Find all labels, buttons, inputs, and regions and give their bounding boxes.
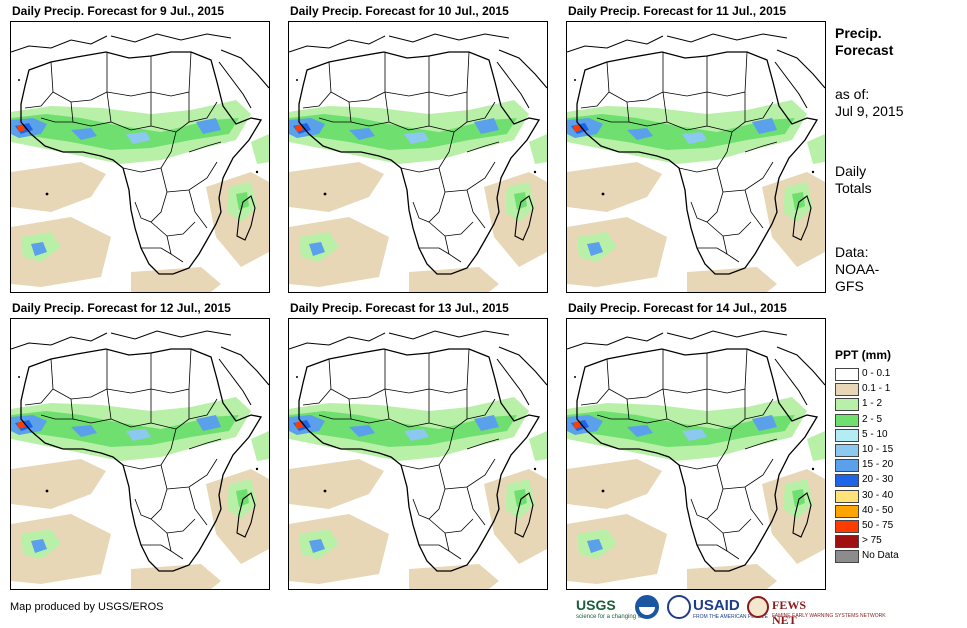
- legend-swatch: [835, 474, 859, 488]
- heading-line-2: Forecast: [835, 42, 894, 58]
- noaa-logo-icon: [635, 595, 659, 619]
- legend-item: 10 - 15: [835, 443, 955, 457]
- legend-item: 2 - 5: [835, 413, 955, 427]
- precip-map: [288, 318, 548, 590]
- panel-title: Daily Precip. Forecast for 9 Jul., 2015: [12, 4, 225, 18]
- legend-label: 15 - 20: [862, 459, 894, 471]
- legend-item: 0 - 0.1: [835, 367, 955, 381]
- legend-title: PPT (mm): [835, 348, 892, 362]
- legend-swatch: [835, 520, 859, 533]
- totals-line-1: Daily: [835, 163, 867, 179]
- legend-swatch: [835, 398, 859, 412]
- legend-label: No Data: [862, 550, 899, 562]
- legend-item: 30 - 40: [835, 489, 955, 503]
- legend-item: > 75: [835, 534, 955, 549]
- legend-label: 0.1 - 1: [862, 383, 891, 395]
- legend-swatch: [835, 428, 859, 442]
- data-line-2: NOAA-: [835, 261, 880, 277]
- legend-swatch: [835, 504, 859, 518]
- panel-title: Daily Precip. Forecast for 11 Jul., 2015: [568, 4, 787, 18]
- legend-item: No Data: [835, 549, 955, 564]
- legend-label: 5 - 10: [862, 428, 888, 440]
- data-line-1: Data:: [835, 244, 869, 260]
- legend-item: 40 - 50: [835, 504, 955, 518]
- partner-logos: USGS science for a changing world USAID …: [576, 595, 886, 627]
- data-line-3: GFS: [835, 278, 864, 294]
- legend-label: 10 - 15: [862, 444, 894, 455]
- legend-swatch: [835, 444, 859, 457]
- legend-label: 1 - 2: [862, 398, 883, 410]
- sidebar-heading: Precip. Forecast: [835, 25, 893, 59]
- legend-label: > 75: [862, 535, 882, 547]
- usaid-logo: USAID: [693, 597, 740, 614]
- panel-title: Daily Precip. Forecast for 13 Jul., 2015: [290, 301, 509, 315]
- credit-text: Map produced by USGS/EROS: [10, 601, 164, 613]
- precip-map: [10, 318, 270, 590]
- legend-label: 0 - 0.1: [862, 368, 891, 379]
- fews-net-tagline: FAMINE EARLY WARNING SYSTEMS NETWORK: [772, 613, 886, 619]
- fews-net-globe-icon: [747, 596, 769, 618]
- totals-block: Daily Totals: [835, 163, 872, 197]
- precip-map: [566, 21, 826, 293]
- usaid-tagline: FROM THE AMERICAN PEOPLE: [693, 614, 768, 620]
- as-of-block: as of: Jul 9, 2015: [835, 86, 904, 120]
- usgs-logo: USGS: [576, 597, 616, 613]
- legend-label: 2 - 5: [862, 413, 883, 425]
- precip-map: [566, 318, 826, 590]
- legend-label: 40 - 50: [862, 504, 894, 516]
- precip-map: [288, 21, 548, 293]
- as-of-date: Jul 9, 2015: [835, 103, 904, 119]
- legend-item: 50 - 75: [835, 519, 955, 533]
- legend-item: 20 - 30: [835, 473, 955, 488]
- totals-line-2: Totals: [835, 180, 872, 196]
- legend-swatch: [835, 550, 859, 564]
- usgs-tagline: science for a changing world: [576, 614, 653, 620]
- legend-swatch: [835, 489, 859, 503]
- legend-label: 50 - 75: [862, 520, 894, 531]
- legend-swatch: [835, 368, 859, 381]
- panel-title: Daily Precip. Forecast for 10 Jul., 2015: [290, 4, 509, 18]
- legend-swatch: [835, 413, 859, 427]
- legend-swatch: [835, 459, 859, 473]
- as-of-label: as of:: [835, 86, 870, 102]
- heading-line-1: Precip.: [835, 25, 882, 41]
- legend-item: 0.1 - 1: [835, 382, 955, 397]
- panel-title: Daily Precip. Forecast for 14 Jul., 2015: [568, 301, 787, 315]
- legend-item: 15 - 20: [835, 458, 955, 473]
- legend-label: 30 - 40: [862, 489, 894, 501]
- usaid-seal-icon: [667, 595, 691, 619]
- legend-swatch: [835, 383, 859, 397]
- legend-swatch: [835, 535, 859, 549]
- legend-item: 5 - 10: [835, 428, 955, 442]
- data-source-block: Data: NOAA- GFS: [835, 244, 879, 295]
- fews-net-logo: FEWS NET: [772, 598, 807, 627]
- legend-item: 1 - 2: [835, 397, 955, 412]
- legend-label: 20 - 30: [862, 474, 894, 486]
- panel-title: Daily Precip. Forecast for 12 Jul., 2015: [12, 301, 231, 315]
- precip-map: [10, 21, 270, 293]
